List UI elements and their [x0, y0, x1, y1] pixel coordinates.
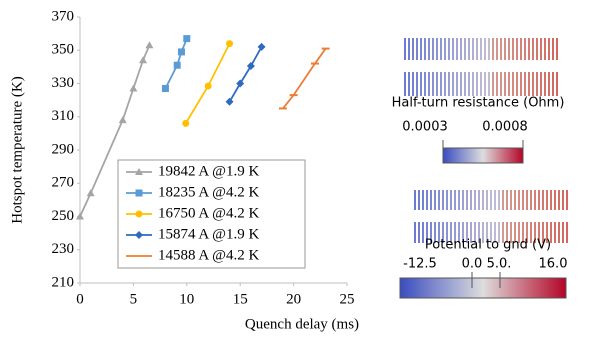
y-tick-label: 250: [52, 208, 75, 224]
legend-label: 16750 A @4.2 K: [158, 205, 259, 221]
page: {"chart_data":{"type":"line","x_label":"…: [0, 0, 603, 343]
series-line: [230, 47, 262, 102]
legend-marker: [136, 190, 143, 197]
colorbar: [443, 148, 523, 163]
colorbar-label: 0.0: [462, 257, 483, 272]
x-tick-label: 10: [179, 291, 194, 307]
legend-label: 14588 A @4.2 K: [158, 247, 259, 263]
y-tick-label: 290: [52, 141, 75, 157]
marker: [226, 98, 234, 106]
figure: Quench delay (ms) Hotspot temperature (K…: [0, 0, 603, 343]
legend-label: 18235 A @4.2 K: [158, 184, 259, 200]
marker: [258, 43, 266, 51]
colorbar-title: Potential to gnd (V): [425, 238, 551, 253]
y-tick-label: 210: [52, 274, 75, 290]
y-tick-label: 230: [52, 241, 75, 257]
colorbar-label: 0.0003: [402, 120, 448, 135]
legend-label: 15874 A @1.9 K: [158, 226, 259, 242]
colorbar-label: 16.0: [539, 257, 568, 272]
colorbar-label: 0.0008: [482, 120, 528, 135]
marker: [139, 56, 147, 63]
marker: [178, 48, 185, 55]
x-tick-label: 15: [233, 291, 248, 307]
x-tick-label: 5: [130, 291, 138, 307]
marker: [162, 85, 169, 92]
marker: [87, 189, 95, 196]
y-tick-label: 350: [52, 42, 75, 58]
legend-label: 19842 A @1.9 K: [158, 163, 259, 179]
x-tick-label: 20: [286, 291, 301, 307]
colorbar-label: -12.5: [403, 257, 437, 272]
x-tick-label: 25: [340, 291, 355, 307]
marker: [247, 62, 255, 70]
marker: [183, 35, 190, 42]
colorbar: [400, 278, 566, 298]
marker: [145, 41, 153, 48]
y-tick-label: 370: [52, 8, 75, 24]
colorbar-label: 5.0.: [487, 257, 512, 272]
marker: [182, 120, 189, 127]
y-axis-title: Hotspot temperature (K): [9, 76, 25, 223]
marker: [174, 62, 181, 69]
marker: [226, 40, 233, 47]
x-tick-label: 0: [76, 291, 84, 307]
legend-marker: [136, 211, 143, 218]
marker: [119, 116, 127, 123]
marker: [129, 84, 137, 91]
y-tick-label: 330: [52, 75, 75, 91]
series-line: [283, 49, 326, 109]
y-tick-label: 310: [52, 108, 75, 124]
colorbar-title: Half-turn resistance (Ohm): [392, 96, 565, 111]
stripes: [405, 38, 567, 243]
marker: [236, 80, 244, 88]
y-tick-label: 270: [52, 175, 75, 191]
x-axis-title: Quench delay (ms): [245, 316, 359, 332]
marker: [205, 82, 212, 89]
